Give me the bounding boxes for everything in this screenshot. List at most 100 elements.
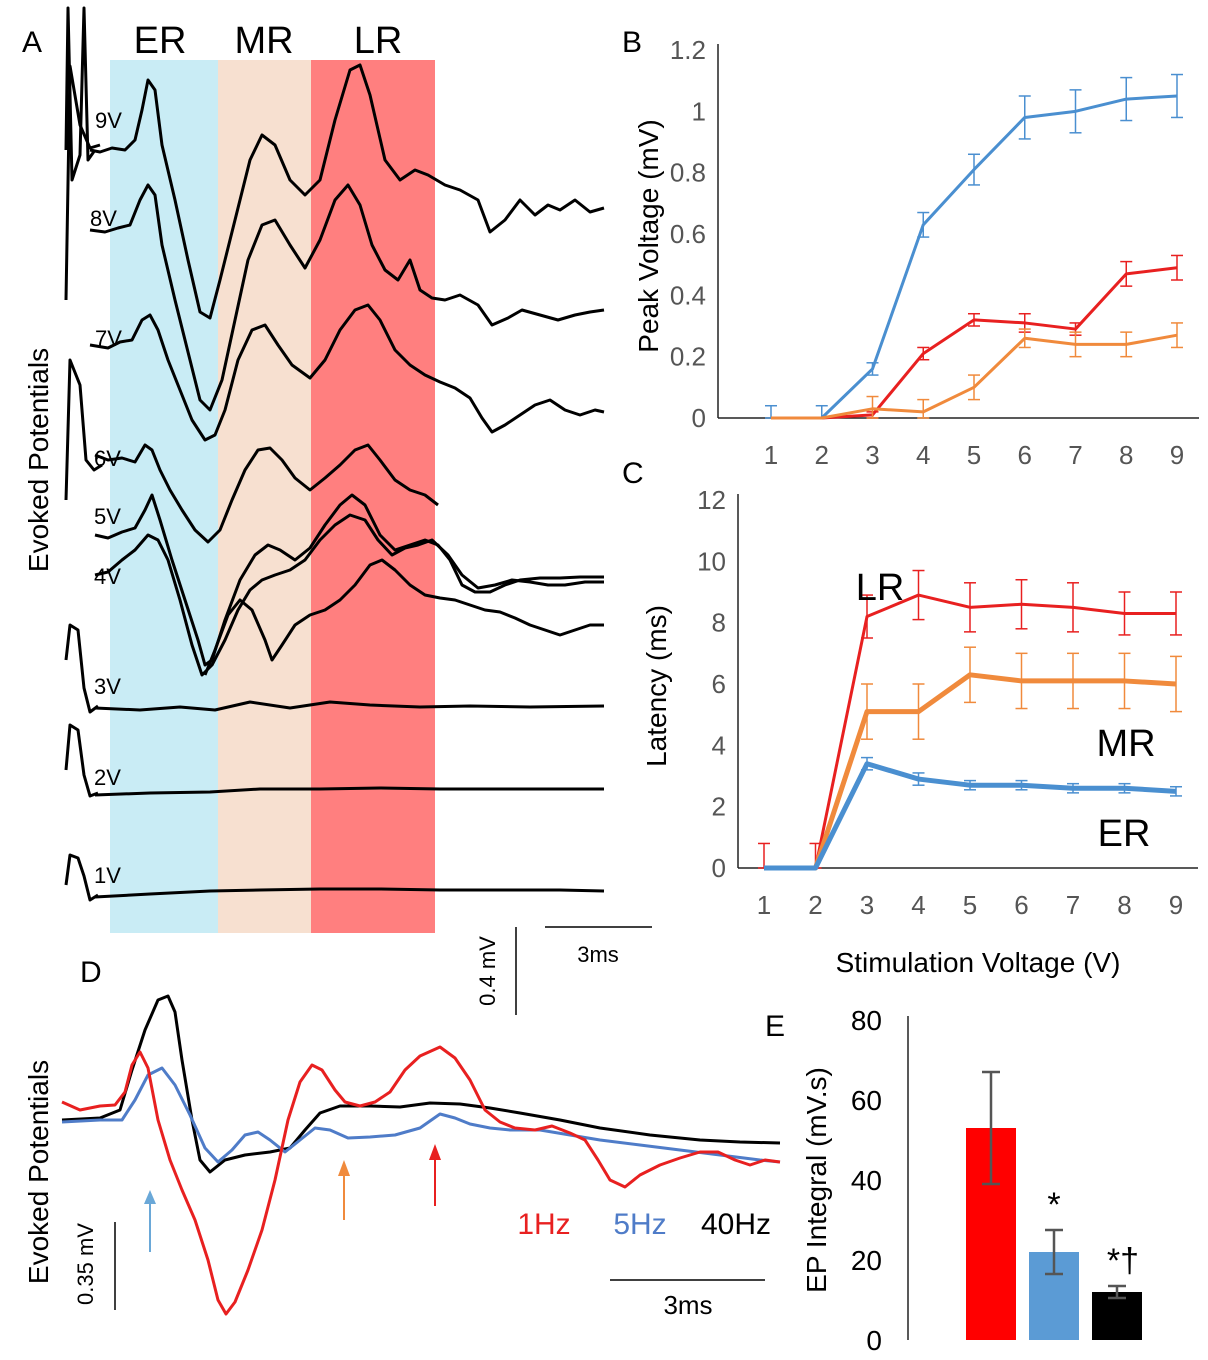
panel-letter-a: A: [22, 26, 42, 59]
x-tick-label: 7: [1066, 890, 1080, 920]
trace-label-3v: 3V: [94, 674, 121, 699]
response-arrows: [144, 1144, 441, 1252]
trace-label-1v: 1V: [94, 863, 121, 888]
y-tick-label: 0.8: [670, 158, 706, 188]
x-tick-label: 7: [1068, 440, 1082, 470]
panel-a: ER MR LR A Evoked Potentials: [22, 6, 652, 1015]
x-tick-label: 2: [815, 440, 829, 470]
x-tick-label: 4: [911, 890, 925, 920]
y-tick-label: 0: [712, 853, 726, 883]
panel-b-ylabel: Peak Voltage (mV): [633, 119, 664, 352]
legend-1hz: 1Hz: [517, 1208, 570, 1241]
x-tick-label: 5: [963, 890, 977, 920]
arrow-er-icon: [144, 1190, 156, 1204]
stim-artifact-top: [64, 6, 97, 182]
y-tick-label: 0.4: [670, 280, 706, 310]
y-tick-label: 20: [851, 1245, 882, 1276]
series-label-er: ER: [1098, 813, 1151, 855]
stim-artifact-1v: [64, 853, 99, 902]
scale-label-time-a: 3ms: [577, 942, 619, 967]
band-er: [110, 60, 218, 933]
y-tick-label: 0.2: [670, 342, 706, 372]
arrow-lr-icon: [429, 1144, 441, 1160]
trace-40hz: [61, 994, 781, 1174]
significance-label: *: [1047, 1186, 1060, 1224]
y-tick-label: 6: [712, 669, 726, 699]
y-tick-label: 80: [851, 1005, 882, 1036]
trace-1v: [94, 887, 605, 899]
x-tick-label: 1: [764, 440, 778, 470]
y-tick-label: 40: [851, 1165, 882, 1196]
x-tick-label: 9: [1169, 890, 1183, 920]
series-label-mr: MR: [1096, 723, 1155, 765]
trace-label-4v: 4V: [94, 564, 121, 589]
y-tick-label: 60: [851, 1085, 882, 1116]
x-tick-label: 2: [808, 890, 822, 920]
trace-label-9v: 9V: [95, 108, 122, 133]
x-tick-label: 4: [916, 440, 930, 470]
trace-8v: [89, 183, 605, 412]
panel-c: C Latency (ms) Stimulation Voltage (V) 0…: [622, 457, 1198, 978]
band-label-mr: MR: [234, 20, 293, 62]
y-tick-label: 1.2: [670, 35, 706, 65]
band-label-er: ER: [134, 20, 187, 62]
x-tick-label: 1: [757, 890, 771, 920]
y-tick-label: 10: [697, 546, 726, 576]
y-tick-label: 1: [692, 96, 706, 126]
legend-5hz: 5Hz: [613, 1208, 666, 1241]
legend-40hz: 40Hz: [701, 1208, 771, 1241]
x-tick-label: 6: [1014, 890, 1028, 920]
trace-label-6v: 6V: [94, 446, 121, 471]
panel-letter-c: C: [622, 457, 644, 490]
chart-e-plot: 0 20 40 60 80 * *†: [851, 1005, 1142, 1356]
scale-label-time-d: 3ms: [663, 1290, 712, 1320]
y-tick-label: 0: [692, 403, 706, 433]
trace-1hz: [61, 1045, 781, 1316]
panel-c-xlabel: Stimulation Voltage (V): [836, 947, 1121, 978]
chart-b-plot: 0 0.2 0.4 0.6 0.8 1 1.2 1 2 3 4 5 6 7 8 9: [670, 35, 1199, 470]
y-tick-label: 4: [712, 730, 726, 760]
panel-d-ylabel: Evoked Potentials: [23, 1060, 54, 1284]
panel-c-ylabel: Latency (ms): [641, 605, 672, 767]
bar-3: [1092, 1292, 1142, 1340]
band-lr: [311, 60, 435, 933]
panel-letter-d: D: [80, 956, 102, 989]
trace-label-8v: 8V: [90, 206, 117, 231]
band-label-lr: LR: [354, 20, 403, 62]
scale-label-voltage-a: 0.4 mV: [475, 936, 500, 1006]
series-label-lr: LR: [856, 567, 905, 609]
trace-7v: [89, 303, 605, 442]
panel-b: B Peak Voltage (mV) 0 0.2 0.4 0.6 0.8 1 1.2 1 2 3…: [622, 26, 1199, 470]
y-tick-label: 2: [712, 792, 726, 822]
trace-label-5v: 5V: [94, 504, 121, 529]
y-tick-label: 12: [697, 485, 726, 515]
scale-label-voltage-d: 0.35 mV: [73, 1223, 98, 1305]
evoked-traces: [64, 6, 605, 902]
panel-e-ylabel: EP Integral (mV.s): [801, 1067, 832, 1293]
y-tick-label: 0.6: [670, 219, 706, 249]
stim-artifact-3v: [64, 623, 99, 714]
x-tick-label: 5: [967, 440, 981, 470]
trace-label-2v: 2V: [94, 765, 121, 790]
trace-6v: [94, 443, 439, 544]
stim-artifact-mid: [64, 358, 103, 501]
stim-artifact-2v: [64, 723, 99, 798]
panel-letter-b: B: [622, 26, 642, 59]
trace-2v: [94, 786, 604, 797]
panel-letter-e: E: [765, 1010, 785, 1043]
x-tick-label: 8: [1117, 890, 1131, 920]
frequency-traces: [61, 994, 781, 1316]
trace-3v: [94, 700, 605, 712]
panel-e: E EP Integral (mV.s) 0 20 40 60 80 * *†: [765, 1005, 1142, 1356]
trace-5v: [94, 493, 604, 667]
trace-5hz: [61, 1066, 781, 1164]
x-tick-label: 3: [865, 440, 879, 470]
arrow-mr-icon: [338, 1160, 350, 1176]
y-tick-label: 0: [866, 1325, 882, 1356]
trace-9v: [89, 63, 605, 320]
x-tick-label: 6: [1018, 440, 1032, 470]
panel-a-ylabel: Evoked Potentials: [23, 348, 54, 572]
trace-4v: [94, 513, 604, 677]
